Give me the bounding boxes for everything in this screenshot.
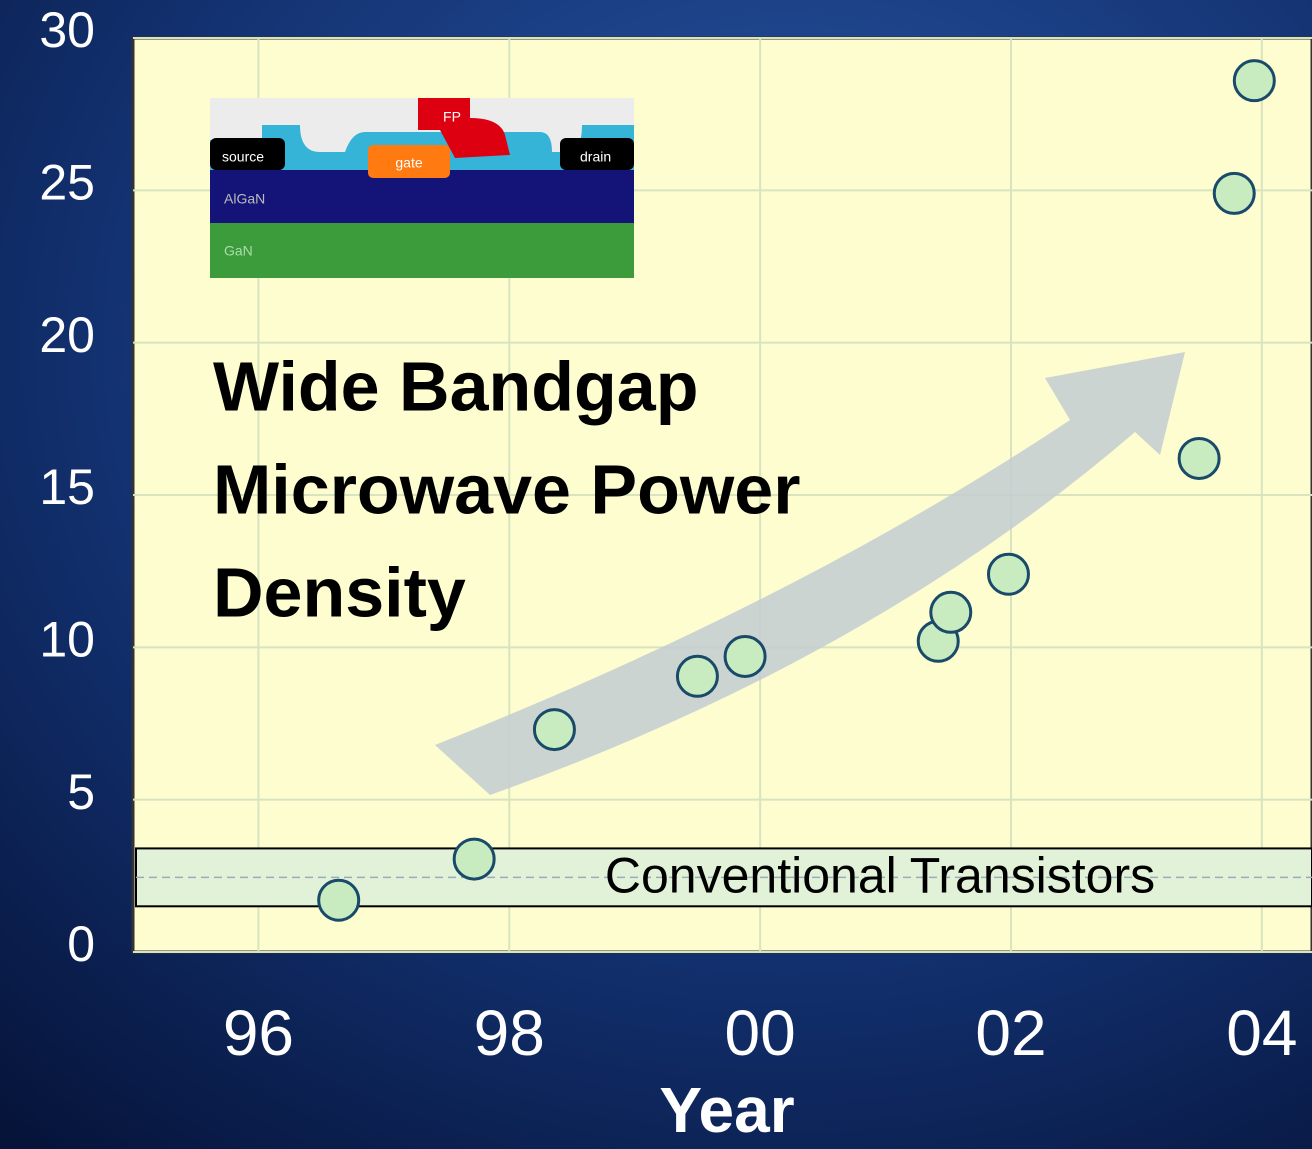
data-point [1234,61,1274,101]
y-tick-label: 25 [39,155,95,211]
band: Conventional Transistors [136,848,1312,907]
y-tick-label: 15 [39,459,95,515]
y-tick-label: 0 [67,916,95,972]
chart-title-line: Microwave Power [213,450,800,528]
x-tick-label: 02 [975,997,1046,1069]
y-tick-label: 20 [39,307,95,363]
inset-label: source [222,149,264,165]
data-point [1214,173,1254,213]
data-point [931,592,971,632]
chart-title-line: Wide Bandgap [213,347,699,425]
x-tick-label: 00 [725,997,796,1069]
inset-label: gate [395,155,422,171]
inset-label: drain [580,149,611,165]
data-point [534,710,574,750]
data-point [677,656,717,696]
x-tick-label: 04 [1226,997,1297,1069]
device-inset: source gate drain FP AlGaN GaN [210,98,634,278]
chart: Conventional Transistors source gate dra… [0,0,1312,1149]
x-axis-label: Year [659,1074,794,1146]
band-label: Conventional Transistors [605,848,1155,904]
data-point [454,839,494,879]
x-tick-label: 98 [474,997,545,1069]
chart-title-line: Density [213,553,466,631]
inset-label: AlGaN [224,191,265,207]
x-tick-label: 96 [223,997,294,1069]
y-tick-label: 5 [67,764,95,820]
inset-label: FP [443,109,461,125]
data-point [725,636,765,676]
y-tick-label: 10 [39,612,95,668]
data-point [319,880,359,920]
data-point [988,554,1028,594]
data-point [1179,438,1219,478]
y-tick-label: 30 [39,2,95,58]
inset-label: GaN [224,243,253,259]
gan-layer [210,223,634,278]
